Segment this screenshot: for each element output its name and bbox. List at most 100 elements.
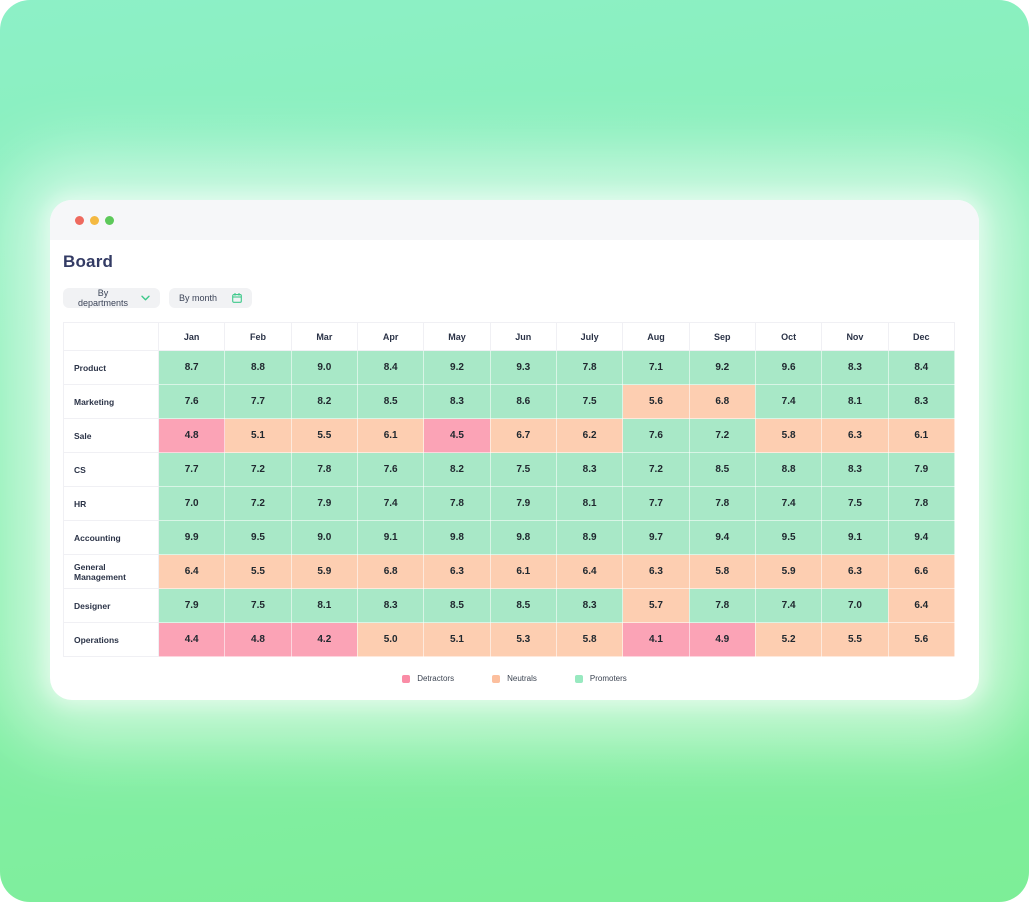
heatmap-cell: 9.2 xyxy=(423,350,491,385)
heatmap-cell: 6.1 xyxy=(356,418,425,453)
page-title: Board xyxy=(63,252,114,271)
heatmap-cell: 4.1 xyxy=(622,622,690,657)
heatmap-cell: 7.0 xyxy=(157,486,226,521)
corner-cell xyxy=(63,322,159,351)
table-row: Accounting 9.9 9.5 9.0 9.1 9.8 9.8 8.9 9.7 9.4 9.5… xyxy=(63,520,956,555)
heatmap-cell: 6.3 xyxy=(821,418,889,453)
heatmap-cell: 7.8 xyxy=(290,452,358,487)
heatmap-cell: 8.1 xyxy=(555,486,624,521)
heatmap-cell: 7.4 xyxy=(754,486,823,521)
heatmap-cell: 5.8 xyxy=(555,622,624,657)
row-label: Product xyxy=(63,350,159,385)
heatmap-cell: 5.0 xyxy=(356,622,425,657)
heatmap-cell: 9.4 xyxy=(688,520,756,555)
heatmap-cell: 7.5 xyxy=(821,486,889,521)
legend-item: Detractors xyxy=(402,674,454,683)
heatmap-cell: 8.3 xyxy=(821,350,889,385)
heatmap-cell: 7.5 xyxy=(555,384,624,419)
heatmap-cell: 9.4 xyxy=(887,520,956,555)
legend-label: Detractors xyxy=(417,674,455,683)
legend-item: Neutrals xyxy=(492,674,537,683)
table-row: CS 7.7 7.2 7.8 7.6 8.2 7.5 8.3 7.2 8.5 8.8 8.3 7.9 xyxy=(63,452,956,487)
heatmap-cell: 8.4 xyxy=(887,350,956,385)
heatmap-cell: 9.0 xyxy=(290,520,358,555)
heatmap-cell: 6.4 xyxy=(555,554,624,589)
minimize-button[interactable] xyxy=(90,215,99,225)
heatmap-cell: 9.5 xyxy=(224,520,292,555)
heatmap-cell: 9.9 xyxy=(157,520,226,555)
column-header: Feb xyxy=(224,322,292,351)
table-row: Operations 4.4 4.8 4.2 5.0 5.1 5.3 5.8 4.1 4.9 5.2… xyxy=(63,622,956,657)
column-header: Mar xyxy=(290,322,358,351)
column-header: Jun xyxy=(489,322,557,351)
heatmap-cell: 6.1 xyxy=(887,418,956,453)
table-row: General Management 6.4 5.5 5.9 6.8 6.3 6.1 6.4 6… xyxy=(63,554,956,589)
heatmap-cell: 7.7 xyxy=(224,384,292,419)
heatmap-cell: 8.9 xyxy=(555,520,624,555)
heatmap-cell: 5.8 xyxy=(754,418,823,453)
row-label: Marketing xyxy=(63,384,159,419)
heatmap-cell: 7.9 xyxy=(887,452,956,487)
chevron-down-icon xyxy=(141,295,150,301)
heatmap-cell: 5.5 xyxy=(821,622,889,657)
heatmap-cell: 8.3 xyxy=(423,384,491,419)
heatmap-cell: 7.8 xyxy=(688,486,756,521)
heatmap-cell: 9.8 xyxy=(489,520,557,555)
filter-bar: By departments By month xyxy=(63,288,966,308)
column-header: May xyxy=(423,322,491,351)
column-header: Aug xyxy=(622,322,690,351)
window-content: Board By departments By month xyxy=(50,240,979,683)
heatmap-cell: 6.1 xyxy=(489,554,557,589)
departments-dropdown[interactable]: By departments xyxy=(63,288,160,308)
heatmap-cell: 7.1 xyxy=(622,350,690,385)
row-label: Designer xyxy=(63,588,159,623)
heatmap-cell: 5.1 xyxy=(423,622,491,657)
column-header: Sep xyxy=(688,322,756,351)
heatmap-cell: 7.2 xyxy=(688,418,756,453)
heatmap-cell: 7.9 xyxy=(290,486,358,521)
window-titlebar xyxy=(50,200,979,240)
heatmap-cell: 5.9 xyxy=(754,554,823,589)
legend-swatch xyxy=(402,674,411,683)
close-button[interactable] xyxy=(75,215,84,225)
heatmap-cell: 8.3 xyxy=(887,384,956,419)
zoom-button[interactable] xyxy=(105,215,114,225)
heatmap-cell: 4.4 xyxy=(157,622,226,657)
calendar-icon xyxy=(232,293,242,303)
heatmap-cell: 7.9 xyxy=(157,588,226,623)
row-label: Operations xyxy=(63,622,159,657)
heatmap-cell: 4.5 xyxy=(423,418,491,453)
heatmap-cell: 6.8 xyxy=(356,554,425,589)
legend-swatch xyxy=(574,674,583,683)
heatmap-cell: 8.4 xyxy=(356,350,425,385)
heatmap-cell: 5.5 xyxy=(224,554,292,589)
row-label: CS xyxy=(63,452,159,487)
heatmap-cell: 6.3 xyxy=(622,554,690,589)
heatmap-cell: 8.1 xyxy=(290,588,358,623)
row-label: HR xyxy=(63,486,159,521)
heatmap-cell: 8.6 xyxy=(489,384,557,419)
heatmap-cell: 6.3 xyxy=(423,554,491,589)
heatmap-cell: 9.0 xyxy=(290,350,358,385)
heatmap-cell: 8.5 xyxy=(423,588,491,623)
row-label: Accounting xyxy=(63,520,159,555)
heatmap-cell: 7.8 xyxy=(423,486,491,521)
heatmap-cell: 7.6 xyxy=(622,418,690,453)
column-header: July xyxy=(555,322,624,351)
heatmap-cell: 4.9 xyxy=(688,622,756,657)
month-dropdown-label: By month xyxy=(179,293,218,303)
legend-item: Promoters xyxy=(574,674,627,683)
month-dropdown[interactable]: By month xyxy=(169,288,252,308)
heatmap-cell: 5.1 xyxy=(224,418,292,453)
table-row: Marketing 7.6 7.7 8.2 8.5 8.3 8.6 7.5 5.6 6.8 7.4 8… xyxy=(63,384,956,419)
nps-heatmap-table: Jan Feb Mar Apr May Jun July Aug Sep Oct Nov Dec Pr… xyxy=(63,322,956,657)
heatmap-cell: 7.5 xyxy=(489,452,557,487)
legend-swatch xyxy=(492,674,501,683)
heatmap-body: Product 8.7 8.8 9.0 8.4 9.2 9.3 7.8 7.1 9.2 9.6 8.3… xyxy=(63,350,956,657)
heatmap-cell: 7.0 xyxy=(821,588,889,623)
column-header: Nov xyxy=(821,322,889,351)
legend-label: Neutrals xyxy=(507,674,537,683)
heatmap-cell: 5.6 xyxy=(887,622,956,657)
heatmap-cell: 8.8 xyxy=(224,350,292,385)
